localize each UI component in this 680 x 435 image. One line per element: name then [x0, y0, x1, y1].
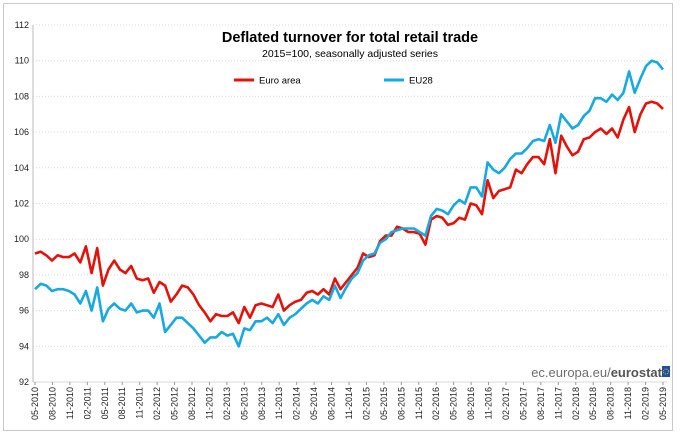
x-tick-label: 11-2014: [344, 387, 354, 419]
line-chart: Deflated turnover for total retail trade…: [14, 20, 670, 420]
x-tick-label: 11-2011: [135, 387, 145, 419]
x-tick-label: 05-2019: [658, 387, 668, 420]
y-tick-label: 106: [14, 127, 29, 137]
x-tick-label: 08-2011: [117, 387, 127, 419]
x-tick-label: 02-2015: [361, 387, 371, 420]
x-tick-label: 02-2014: [292, 387, 302, 420]
x-tick-label: 05-2014: [309, 387, 319, 420]
x-tick-label: 02-2011: [82, 387, 92, 419]
y-tick-label: 94: [19, 341, 29, 351]
x-tick-label: 05-2010: [30, 387, 40, 420]
y-axis-ticks: 92 94 96 98 100 102 104 106 108 110 112: [14, 20, 29, 387]
x-tick-label: 08-2014: [327, 387, 337, 420]
source-brand: eurostat: [611, 365, 663, 380]
x-tick-label: 05-2011: [100, 387, 110, 419]
x-tick-label: 08-2013: [257, 387, 267, 420]
y-tick-label: 98: [19, 270, 29, 280]
x-tick-label: 05-2016: [449, 387, 459, 420]
legend-label-euro-area: Euro area: [259, 76, 301, 87]
series-lines: [34, 59, 665, 348]
x-tick-label: 11-2018: [623, 387, 633, 419]
y-tick-label: 104: [14, 163, 29, 173]
x-tick-label: 02-2013: [222, 387, 232, 420]
x-tick-label: 11-2010: [65, 387, 75, 419]
x-tick-label: 11-2015: [414, 387, 424, 419]
legend: Euro area EU28: [234, 76, 433, 87]
x-tick-label: 08-2016: [466, 387, 476, 420]
x-tick-label: 11-2013: [274, 387, 284, 419]
source-url: ec.europa.eu/: [531, 365, 611, 380]
y-tick-label: 96: [19, 306, 29, 316]
x-tick-label: 02-2018: [571, 387, 581, 420]
y-tick-label: 92: [19, 377, 29, 387]
chart-subtitle: 2015=100, seasonally adjusted series: [262, 48, 438, 60]
gridlines: [32, 24, 667, 383]
source-credit: ec.europa.eu/eurostat: [531, 365, 662, 380]
y-tick-label: 110: [15, 56, 29, 66]
x-tick-label: 05-2015: [379, 387, 389, 420]
y-tick-label: 102: [14, 199, 29, 209]
legend-label-eu28: EU28: [409, 76, 433, 87]
x-tick-label: 11-2012: [204, 387, 214, 419]
x-tick-label: 11-2017: [553, 387, 563, 419]
x-tick-label: 05-2017: [518, 387, 528, 420]
x-tick-label: 02-2012: [152, 387, 162, 420]
x-tick-label: 05-2018: [588, 387, 598, 420]
x-tick-label: 02-2019: [641, 387, 651, 420]
x-tick-label: 08-2015: [396, 387, 406, 420]
x-tick-label: 08-2012: [187, 387, 197, 420]
x-tick-label: 08-2017: [536, 387, 546, 420]
y-tick-label: 112: [15, 20, 29, 30]
x-tick-label: 08-2018: [606, 387, 616, 420]
eu-flag-icon: [662, 366, 670, 377]
chart-frame: Deflated turnover for total retail trade…: [3, 3, 673, 431]
x-axis-ticks: 05-2010 08-2010 11-2010 02-2011 05-2011 08-20…: [30, 382, 668, 420]
x-tick-label: 11-2016: [484, 387, 494, 419]
x-tick-label: 02-2016: [431, 387, 441, 420]
x-tick-label: 08-2010: [47, 387, 57, 420]
y-tick-label: 108: [14, 91, 29, 101]
y-tick-label: 100: [14, 234, 29, 244]
series-line-eu28: [34, 59, 665, 348]
x-tick-label: 05-2012: [170, 387, 180, 420]
x-tick-label: 05-2013: [239, 387, 249, 420]
series-line-euro-area: [34, 100, 664, 325]
chart-title: Deflated turnover for total retail trade: [222, 30, 478, 46]
x-tick-label: 02-2017: [501, 387, 511, 420]
